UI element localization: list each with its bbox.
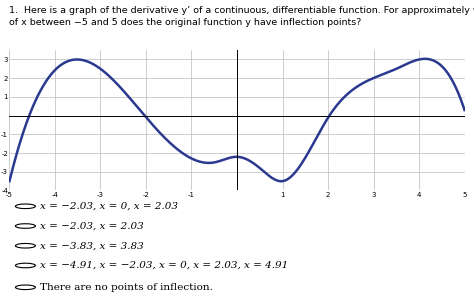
Text: x = −4.91, x = −2.03, x = 0, x = 2.03, x = 4.91: x = −4.91, x = −2.03, x = 0, x = 2.03, x…	[40, 261, 289, 270]
Text: x = −2.03, x = 0, x = 2.03: x = −2.03, x = 0, x = 2.03	[40, 202, 178, 211]
Text: 1.  Here is a graph of the derivative y’ of a continuous, differentiable functio: 1. Here is a graph of the derivative y’ …	[9, 6, 474, 27]
Text: There are no points of inflection.: There are no points of inflection.	[40, 283, 213, 292]
Text: x = −2.03, x = 2.03: x = −2.03, x = 2.03	[40, 221, 144, 230]
Text: x = −3.83, x = 3.83: x = −3.83, x = 3.83	[40, 241, 144, 250]
